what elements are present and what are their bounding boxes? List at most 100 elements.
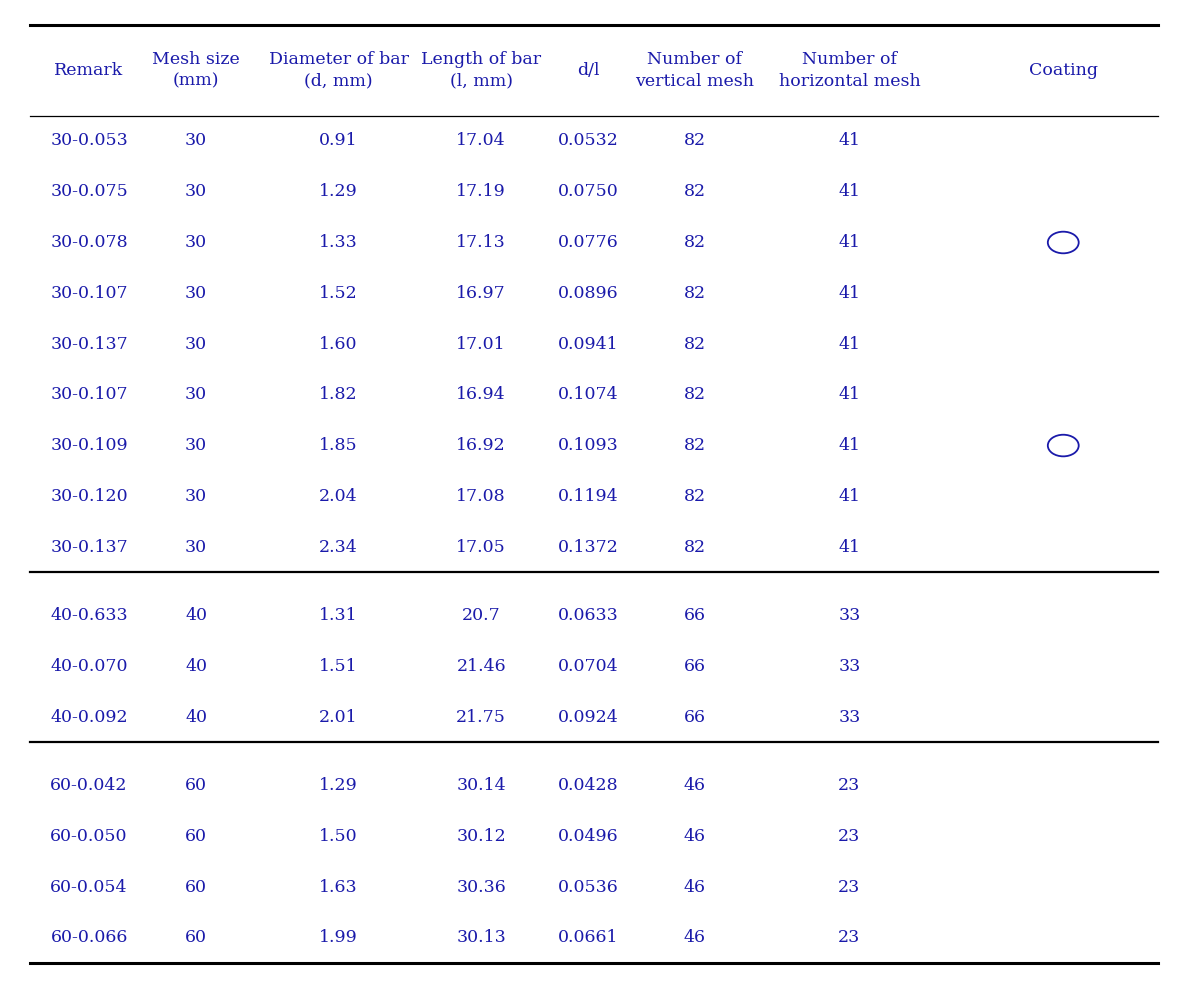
Text: 0.0536: 0.0536 [557, 878, 619, 896]
Text: 1.33: 1.33 [320, 234, 358, 251]
Text: 46: 46 [684, 778, 706, 794]
Text: 30: 30 [185, 437, 207, 454]
Text: 23: 23 [839, 778, 860, 794]
Text: 30-0.107: 30-0.107 [50, 386, 128, 403]
Text: 20.7: 20.7 [462, 607, 500, 624]
Text: 82: 82 [684, 132, 706, 149]
Text: 2.04: 2.04 [320, 488, 358, 505]
Text: 17.01: 17.01 [456, 336, 506, 353]
Text: 16.94: 16.94 [456, 386, 506, 403]
Text: 30-0.120: 30-0.120 [50, 488, 128, 505]
Text: 1.85: 1.85 [320, 437, 358, 454]
Text: 41: 41 [839, 234, 860, 251]
Text: 30: 30 [185, 234, 207, 251]
Text: 1.31: 1.31 [320, 607, 358, 624]
Text: 0.0633: 0.0633 [557, 607, 619, 624]
Text: 82: 82 [684, 336, 706, 353]
Text: 30-0.137: 30-0.137 [50, 336, 128, 353]
Text: 21.46: 21.46 [456, 658, 506, 675]
Text: 1.52: 1.52 [320, 285, 358, 301]
Text: 30: 30 [185, 386, 207, 403]
Text: 60-0.042: 60-0.042 [50, 778, 128, 794]
Text: 41: 41 [839, 183, 860, 201]
Text: 0.0750: 0.0750 [557, 183, 619, 201]
Text: 0.0924: 0.0924 [557, 708, 619, 725]
Text: 41: 41 [839, 538, 860, 555]
Text: 41: 41 [839, 437, 860, 454]
Text: 66: 66 [684, 658, 706, 675]
Text: Mesh size
(mm): Mesh size (mm) [152, 50, 240, 90]
Text: 23: 23 [839, 878, 860, 896]
Text: Length of bar
(l, mm): Length of bar (l, mm) [421, 50, 542, 90]
Text: 60: 60 [185, 878, 207, 896]
Text: 21.75: 21.75 [456, 708, 506, 725]
Text: 1.50: 1.50 [320, 828, 358, 845]
Text: 40-0.070: 40-0.070 [50, 658, 128, 675]
Text: 2.34: 2.34 [320, 538, 358, 555]
Text: 0.1074: 0.1074 [557, 386, 619, 403]
Text: 30-0.137: 30-0.137 [50, 538, 128, 555]
Text: 82: 82 [684, 285, 706, 301]
Text: 0.0704: 0.0704 [557, 658, 619, 675]
Text: 0.0532: 0.0532 [557, 132, 619, 149]
Text: 16.97: 16.97 [456, 285, 506, 301]
Text: 60: 60 [185, 778, 207, 794]
Text: 46: 46 [684, 878, 706, 896]
Text: 0.1093: 0.1093 [557, 437, 619, 454]
Text: 30: 30 [185, 488, 207, 505]
Text: 40: 40 [185, 607, 207, 624]
Text: 30: 30 [185, 132, 207, 149]
Text: 82: 82 [684, 538, 706, 555]
Text: 0.0661: 0.0661 [558, 930, 618, 947]
Text: 40: 40 [185, 658, 207, 675]
Text: 41: 41 [839, 285, 860, 301]
Text: Remark: Remark [55, 61, 124, 79]
Text: 60: 60 [185, 828, 207, 845]
Text: 30: 30 [185, 336, 207, 353]
Text: 41: 41 [839, 336, 860, 353]
Text: 40-0.633: 40-0.633 [50, 607, 128, 624]
Text: 1.60: 1.60 [320, 336, 358, 353]
Text: 17.13: 17.13 [456, 234, 506, 251]
Text: 17.05: 17.05 [456, 538, 506, 555]
Text: 82: 82 [684, 234, 706, 251]
Text: 66: 66 [684, 607, 706, 624]
Text: 30-0.078: 30-0.078 [50, 234, 128, 251]
Text: 60-0.050: 60-0.050 [50, 828, 128, 845]
Text: 60-0.066: 60-0.066 [50, 930, 128, 947]
Text: 82: 82 [684, 437, 706, 454]
Text: 40-0.092: 40-0.092 [50, 708, 128, 725]
Text: 33: 33 [839, 708, 860, 725]
Text: 33: 33 [839, 607, 860, 624]
Text: 33: 33 [839, 658, 860, 675]
Text: 1.29: 1.29 [320, 778, 358, 794]
Text: 16.92: 16.92 [456, 437, 506, 454]
Text: 1.82: 1.82 [320, 386, 358, 403]
Text: 46: 46 [684, 828, 706, 845]
Text: 60: 60 [185, 930, 207, 947]
Text: 1.99: 1.99 [320, 930, 358, 947]
Text: Number of
horizontal mesh: Number of horizontal mesh [778, 50, 921, 90]
Text: 30.36: 30.36 [456, 878, 506, 896]
Text: 30-0.053: 30-0.053 [50, 132, 128, 149]
Text: 23: 23 [839, 930, 860, 947]
Text: 0.0496: 0.0496 [557, 828, 619, 845]
Text: 0.1372: 0.1372 [557, 538, 619, 555]
Text: 23: 23 [839, 828, 860, 845]
Text: 82: 82 [684, 386, 706, 403]
Text: 60-0.054: 60-0.054 [50, 878, 128, 896]
Text: 2.01: 2.01 [320, 708, 358, 725]
Text: 0.0776: 0.0776 [557, 234, 619, 251]
Text: d/l: d/l [577, 61, 599, 79]
Text: 30.13: 30.13 [456, 930, 506, 947]
Text: Diameter of bar
(d, mm): Diameter of bar (d, mm) [268, 50, 409, 90]
Text: 30.12: 30.12 [456, 828, 506, 845]
Text: 46: 46 [684, 930, 706, 947]
Text: 30-0.109: 30-0.109 [50, 437, 128, 454]
Text: 30: 30 [185, 538, 207, 555]
Text: 40: 40 [185, 708, 207, 725]
Text: 30-0.075: 30-0.075 [50, 183, 128, 201]
Text: 30-0.107: 30-0.107 [50, 285, 128, 301]
Text: 82: 82 [684, 183, 706, 201]
Text: 0.0896: 0.0896 [557, 285, 619, 301]
